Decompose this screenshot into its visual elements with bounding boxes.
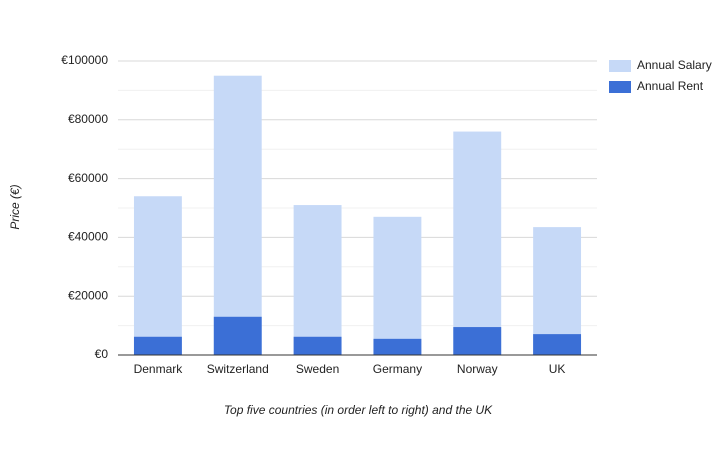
legend-label: Annual Salary [637, 58, 712, 72]
legend-label: Annual Rent [637, 79, 704, 93]
y-tick-label: €20000 [68, 288, 108, 302]
x-axis-label: Top five countries (in order left to rig… [224, 403, 493, 417]
bar [453, 327, 502, 355]
y-tick-label: €0 [95, 347, 109, 361]
y-tick-label: €40000 [68, 230, 108, 244]
bar [373, 216, 422, 355]
y-tick-label: €80000 [68, 112, 108, 126]
bar [133, 336, 182, 355]
bar [453, 131, 502, 355]
bar [373, 338, 422, 355]
y-axis-label: Price (€) [8, 184, 22, 229]
x-tick-label: Sweden [296, 362, 339, 376]
legend-swatch [609, 81, 631, 93]
x-tick-label: Denmark [134, 362, 184, 376]
y-tick-label: €100000 [61, 53, 108, 67]
bar [293, 336, 342, 355]
x-tick-label: Switzerland [207, 362, 269, 376]
bar [213, 316, 262, 355]
bar [293, 205, 342, 355]
bar [133, 196, 182, 355]
bar [213, 75, 262, 355]
x-tick-label: UK [549, 362, 566, 376]
bar [533, 227, 582, 355]
x-tick-label: Norway [457, 362, 498, 376]
y-tick-label: €60000 [68, 171, 108, 185]
bar [533, 334, 582, 355]
x-tick-label: Germany [373, 362, 422, 376]
legend-swatch [609, 60, 631, 72]
